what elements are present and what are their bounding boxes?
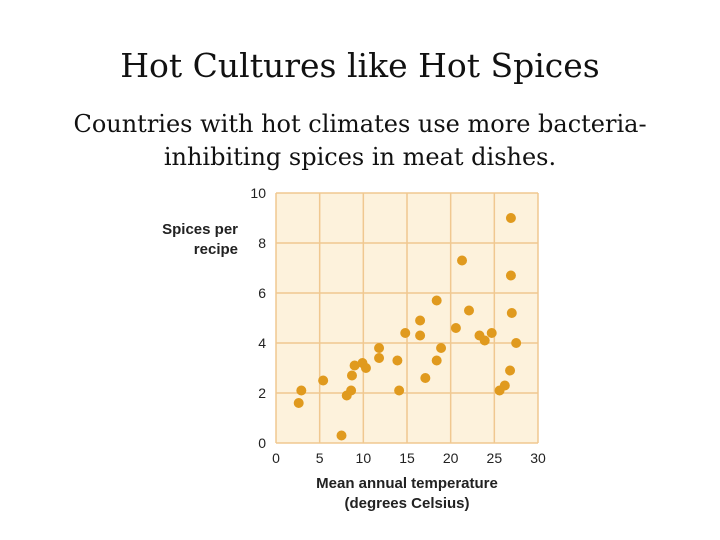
data-point <box>457 255 468 266</box>
data-point <box>346 370 357 381</box>
y-tick-label: 2 <box>258 385 266 401</box>
data-point <box>394 385 405 396</box>
data-point <box>486 328 497 338</box>
data-point <box>400 328 411 338</box>
data-point <box>349 360 360 371</box>
slide-subtitle: Countries with hot climates use more bac… <box>73 110 647 171</box>
data-point <box>360 363 371 373</box>
data-points <box>293 213 522 441</box>
data-point <box>415 315 426 326</box>
y-tick-label: 0 <box>258 435 266 451</box>
data-point <box>392 355 403 366</box>
data-point <box>420 373 431 383</box>
data-point <box>346 385 357 396</box>
x-axis-label-line-1: Mean annual temperature <box>316 475 498 492</box>
slide-title: Hot Cultures like Hot Spices <box>120 46 600 85</box>
data-point <box>511 338 522 348</box>
data-point <box>318 375 329 386</box>
x-tick-label: 30 <box>530 450 546 466</box>
data-point <box>499 380 510 391</box>
data-point <box>431 295 442 306</box>
data-point <box>505 213 516 223</box>
data-point <box>431 355 442 366</box>
data-point <box>374 343 385 353</box>
x-tick-label: 0 <box>272 450 280 466</box>
grid-lines <box>275 192 539 444</box>
data-point <box>505 365 516 376</box>
y-tick-label: 8 <box>258 235 266 251</box>
tick-labels: 0 5 10 15 20 25 30 0 2 4 6 8 10 <box>250 185 546 466</box>
data-point <box>464 305 475 316</box>
x-tick-label: 15 <box>399 450 415 466</box>
x-tick-label: 10 <box>356 450 372 466</box>
data-point <box>505 270 516 281</box>
x-tick-label: 20 <box>443 450 459 466</box>
data-point <box>293 398 304 408</box>
x-axis-label-line-2: (degrees Celsius) <box>344 495 469 512</box>
data-point <box>436 343 447 353</box>
y-axis-label-line-1: Spices per <box>162 221 238 238</box>
data-point <box>450 323 461 333</box>
x-tick-label: 5 <box>316 450 324 466</box>
y-axis-label-line-2: recipe <box>194 241 238 258</box>
y-tick-label: 4 <box>258 335 266 351</box>
data-point <box>374 353 385 363</box>
data-point <box>506 308 517 318</box>
x-tick-label: 25 <box>487 450 503 466</box>
data-point <box>336 430 347 441</box>
data-point <box>296 385 307 396</box>
y-tick-label: 10 <box>250 185 266 201</box>
data-point <box>479 335 490 346</box>
y-tick-label: 6 <box>258 285 266 301</box>
data-point <box>415 330 426 341</box>
